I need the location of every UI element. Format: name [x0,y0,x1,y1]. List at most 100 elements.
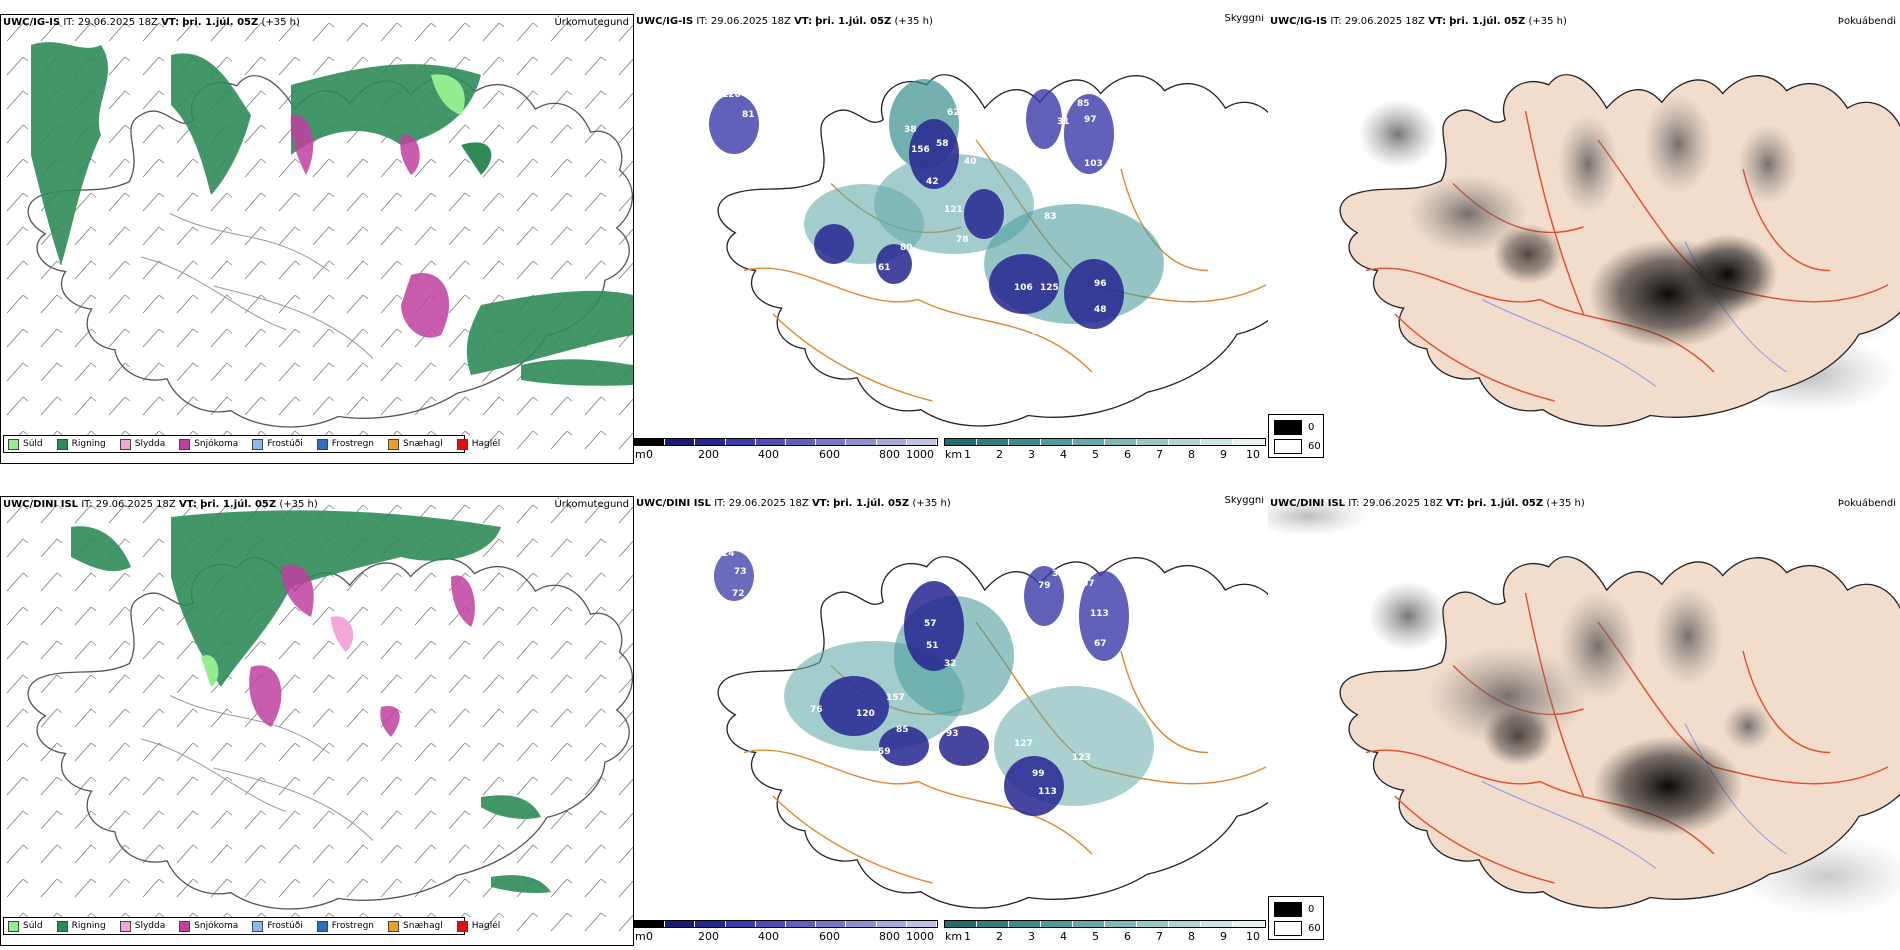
panel-header: UWC/IG-IS IT: 29.06.2025 18Z VT: þri. 1.… [3,17,300,28]
colorbar-tick: 7 [1156,930,1163,943]
legend-item: Frostregn [316,438,374,450]
legend-item: Haglél [456,920,500,932]
colorbar-tick: 400 [758,930,779,943]
precip-areas-row2 [71,510,551,894]
cloud-value-label: 79 [1038,581,1051,591]
colorbar-tick: 400 [758,448,779,461]
legend-item: Súld [8,438,43,450]
cloud-value-label: 32 [944,659,957,669]
cloud-value-label: 97 [1084,115,1097,125]
height-colorbar: m 0 200 400 600 800 1000 [634,920,940,943]
cloud-value-label: 83 [1044,212,1057,222]
colorbar-tick: 9 [1220,448,1227,461]
precip-type-panel-row2: UWC/DINI ISL IT: 29.06.2025 18Z VT: þri.… [0,496,634,946]
legend-item: Snæhagl [388,438,443,450]
cloud-value-label: 67 [1094,639,1107,649]
colorbar-tick: 3 [1028,930,1035,943]
cloud-value-label: 72 [732,589,745,599]
panel-header: UWC/DINI ISL IT: 29.06.2025 18Z VT: þri.… [636,498,951,509]
panel-title: Úrkomutegund [554,499,629,510]
cloud-value-label: 93 [946,729,959,739]
panel-header: UWC/IG-IS IT: 29.06.2025 18Z VT: þri. 1.… [636,16,933,27]
cloud-value-label: 54 [834,753,847,763]
colorbar-tick: 1 [964,448,971,461]
cloud-value-label: 59 [878,747,891,757]
cloud-value-label: 48 [1094,305,1107,315]
colorbar-tick: 4 [1060,448,1067,461]
legend-item: Slydda [119,920,165,932]
cloud-map-row1: 81 62 58 70 85 97 121 73 78 61 80 106 12… [709,74,1268,427]
cloud-value-labels-row1: 81 62 58 70 85 97 121 73 78 61 80 106 12… [722,90,1207,337]
precip-areas-row1 [31,42,633,386]
cloud-value-label: 31 [1057,117,1070,127]
panel-header: UWC/DINI ISL IT: 29.06.2025 18Z VT: þri.… [3,499,318,510]
panel-title: Þokuábendi [1837,16,1896,27]
colorbar-tick: 6 [1124,930,1131,943]
legend-item: Súld [8,920,43,932]
cloud-panel-row1: 81 62 58 70 85 97 121 73 78 61 80 106 12… [634,14,1268,464]
colorbar-tick: 2 [996,448,1003,461]
cloud-value-label: 84 [943,575,956,585]
cloud-value-label: 123 [1072,753,1091,763]
cloud-value-label: 70 [997,125,1010,135]
fog-legend-item: 60 [1274,439,1321,454]
fog-map-row2 [1268,496,1900,916]
cloud-value-label: 106 [1014,283,1033,293]
colorbar-unit: m [635,448,646,461]
cloud-value-label: 24 [722,549,735,559]
colorbar-tick: 800 [879,448,900,461]
cloud-value-label: 76 [810,705,823,715]
colorbar-tick: 1000 [906,930,934,943]
legend-item: Frostúði [252,920,303,932]
fog-legend-row1: 0 60 [1268,414,1324,458]
cloud-value-label: 62 [947,108,960,118]
cloud-value-label: 73 [790,225,803,235]
cloud-value-label: 85 [1077,99,1090,109]
precip-legend: Súld Rigning Slydda Snjókoma Frostúði Fr… [3,917,500,935]
legend-item: Snjókoma [179,920,238,932]
height-colorbar: m 0 200 400 600 800 1000 [634,438,940,461]
colorbar-tick: 4 [1060,930,1067,943]
cloud-areas-row1 [709,79,1164,329]
cloud-map-row2: 84 94 57 67 113 120 157 85 59 93 127 99 … [714,549,1268,909]
colorbar-tick: 5 [1092,930,1099,943]
cloud-value-label: 40 [964,157,977,167]
cloud-value-label: 84 [814,272,827,282]
cloud-panel-row2: 84 94 57 67 113 120 157 85 59 93 127 99 … [634,496,1268,946]
panel-header: UWC/IG-IS IT: 29.06.2025 18Z VT: þri. 1.… [1270,16,1567,27]
cloud-value-label: 85 [896,725,909,735]
colorbar-tick: 1 [964,930,971,943]
distance-colorbar: km 1 2 3 4 5 6 7 8 9 10 [944,920,1268,943]
cloud-value-label: 98 [1048,649,1061,659]
colorbar-tick: 1000 [906,448,934,461]
precip-legend: Súld Rigning Slydda Snjókoma Frostúði Fr… [3,435,500,453]
cloud-value-label: 89 [1044,169,1057,179]
legend-item: Rigning [56,438,106,450]
precip-map-row1 [1,15,633,463]
legend-item: Frostúði [252,438,303,450]
colorbar-tick: 0 [646,448,653,461]
legend-item: Slydda [119,438,165,450]
cloud-value-label: 58 [936,139,949,149]
cloud-value-label: 99 [1032,769,1045,779]
cloud-value-label: 38 [904,125,917,135]
fog-legend-item: 60 [1274,921,1321,936]
cloud-value-label: 113 [1038,787,1057,797]
colorbar-unit: km [945,448,963,461]
legend-item: Snjókoma [179,438,238,450]
colorbar-unit: m [635,930,646,943]
colorbar-tick: 10 [1246,930,1260,943]
cloud-value-label: 127 [1014,739,1033,749]
cloud-value-labels-row2: 84 94 57 67 113 120 157 85 59 93 127 99 … [722,549,1109,797]
cloud-value-label: 73 [734,567,747,577]
cloud-value-label: 103 [1084,159,1103,169]
colorbar-tick: 600 [819,930,840,943]
cloud-value-label: 156 [911,145,930,155]
colorbar-tick: 200 [698,448,719,461]
panel-title: Skyggni [1224,14,1264,24]
cloud-value-label: 121 [944,205,963,215]
cloud-areas-row2 [714,551,1154,816]
legend-item: Snæhagl [388,920,443,932]
cloud-value-label: 120 [722,90,741,100]
distance-colorbar-scale [944,438,1266,446]
